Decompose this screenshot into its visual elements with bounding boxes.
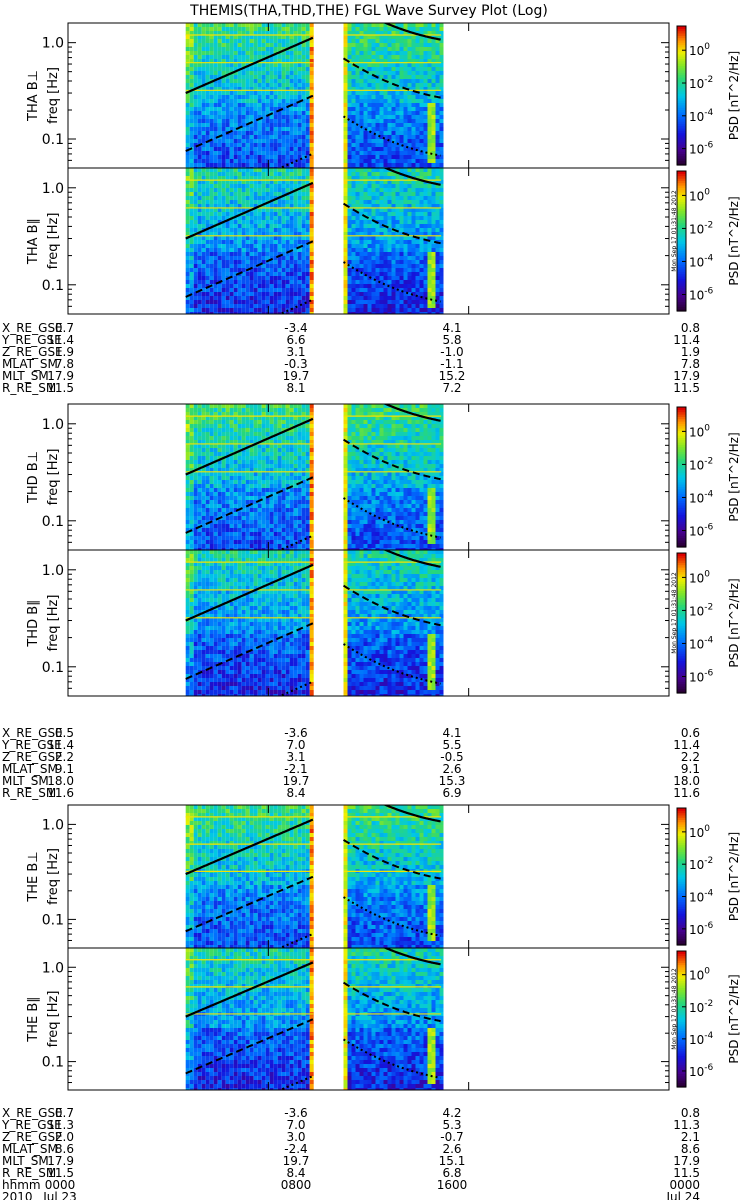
ephemeris-value: 0800 — [281, 1178, 312, 1192]
ephemeris-value: Jul 24 — [665, 1190, 700, 1200]
colorbar-tick-label: 100 — [689, 187, 710, 203]
colorbar-tick-label: 10-6 — [689, 141, 714, 157]
y-tick-label: 0.1 — [42, 1055, 64, 1071]
y-tick-label: 1.0 — [42, 960, 64, 976]
ephemeris-label: 2010 — [2, 1190, 33, 1200]
timestamp-stamp: Mon Sep 17 01:31:48 2012 — [671, 572, 678, 654]
colorbar-label: PSD [nT^2/Hz] — [727, 432, 741, 521]
spectrogram-3 — [186, 527, 444, 737]
colorbar-tick-label: 100 — [689, 967, 710, 983]
colorbar-tick-label: 10-6 — [689, 1063, 714, 1079]
panel-ylabel: THD B⊥ — [26, 451, 41, 504]
ephemeris-value: 1600 — [437, 1178, 468, 1192]
ephemeris-value: 6.9 — [442, 786, 461, 800]
colorbar-tick-label: 10-4 — [689, 889, 714, 905]
colorbar-label: PSD [nT^2/Hz] — [727, 578, 741, 667]
ephemeris-value: 7.2 — [442, 381, 461, 395]
colorbar-tick-label: 10-4 — [689, 635, 714, 651]
colorbar-tick-label: 10-2 — [689, 602, 713, 618]
panel-ylabel: THD B∥ — [26, 599, 41, 647]
y-tick-label: 1.0 — [42, 563, 64, 579]
y-tick-label: 0.1 — [42, 514, 64, 530]
colorbar-tick-label: 10-2 — [689, 456, 713, 472]
panel-yunit: freq [Hz] — [46, 449, 61, 506]
panel-ylabel: THA B∥ — [26, 218, 41, 265]
panel-yunit: freq [Hz] — [46, 595, 61, 652]
ephemeris-value: 11.5 — [47, 381, 74, 395]
panel-yunit: freq [Hz] — [46, 991, 61, 1048]
colorbar-tick-label: 10-4 — [689, 1031, 714, 1047]
colorbar-tick-label: 10-2 — [689, 999, 713, 1015]
colorbar-label: PSD [nT^2/Hz] — [727, 832, 741, 921]
ephemeris-value: 11.6 — [47, 786, 74, 800]
colorbar-tick-label: 10-6 — [689, 921, 714, 937]
panel-yunit: freq [Hz] — [46, 213, 61, 270]
colorbar-tick-label: 10-6 — [689, 668, 714, 684]
colorbar-4: 100 10-2 10-4 10-6 PSD [nT^2/Hz] — [677, 808, 741, 946]
colorbar-tick-label: 10-2 — [689, 220, 713, 236]
colorbar-tick-label: 10-4 — [689, 108, 714, 124]
colorbar-label: PSD [nT^2/Hz] — [727, 974, 741, 1063]
y-tick-label: 0.1 — [42, 132, 64, 148]
timestamp-stamp: Mon Sep 17 01:31:48 2012 — [671, 190, 678, 272]
colorbar-tick-label: 10-2 — [689, 75, 713, 91]
colorbar-1: 100 10-2 10-4 10-6 PSD [nT^2/Hz] — [677, 171, 741, 312]
colorbar-label: PSD [nT^2/Hz] — [727, 51, 741, 140]
ephemeris-value: 11.5 — [673, 381, 700, 395]
spectrogram-5 — [186, 926, 444, 1130]
colorbar-0: 100 10-2 10-4 10-6 PSD [nT^2/Hz] — [677, 26, 741, 166]
panel-ylabel: THA B⊥ — [26, 70, 41, 122]
colorbar-tick-label: 10-6 — [689, 286, 714, 302]
ephemeris-value: 8.4 — [286, 786, 305, 800]
panel-yunit: freq [Hz] — [46, 67, 61, 124]
spectrogram-1 — [186, 145, 444, 355]
colorbar-tick-label: 100 — [689, 824, 710, 840]
ephemeris-value: Jul 23 — [42, 1190, 77, 1200]
y-tick-label: 0.1 — [42, 912, 64, 928]
colorbar-5: 100 10-2 10-4 10-6 PSD [nT^2/Hz] — [677, 951, 741, 1088]
y-tick-label: 1.0 — [42, 36, 64, 52]
y-tick-label: 1.0 — [42, 181, 64, 197]
timestamp-stamp: Mon Sep 17 01:31:48 2012 — [671, 968, 678, 1050]
colorbar-2: 100 10-2 10-4 10-6 PSD [nT^2/Hz] — [677, 407, 741, 548]
colorbar-tick-label: 10-4 — [689, 489, 714, 505]
panel-ylabel: THE B⊥ — [26, 851, 41, 902]
colorbar-tick-label: 100 — [689, 42, 710, 58]
colorbar-tick-label: 10-2 — [689, 856, 713, 872]
colorbar-tick-label: 100 — [689, 569, 710, 585]
ephemeris-value: 11.6 — [673, 786, 700, 800]
panel-ylabel: THE B∥ — [26, 996, 41, 1042]
colorbar-tick-label: 100 — [689, 423, 710, 439]
colorbar-tick-label: 10-4 — [689, 253, 714, 269]
panel-yunit: freq [Hz] — [46, 848, 61, 905]
y-tick-label: 0.1 — [42, 660, 64, 676]
figure-title: THEMIS(THA,THD,THE) FGL Wave Survey Plot… — [189, 3, 548, 19]
colorbar-3: 100 10-2 10-4 10-6 PSD [nT^2/Hz] — [677, 553, 741, 694]
colorbar-tick-label: 10-6 — [689, 522, 714, 538]
colorbar-label: PSD [nT^2/Hz] — [727, 196, 741, 285]
ephemeris-value: 8.1 — [286, 381, 305, 395]
y-tick-label: 1.0 — [42, 417, 64, 433]
y-tick-label: 0.1 — [42, 278, 64, 294]
y-tick-label: 1.0 — [42, 817, 64, 833]
